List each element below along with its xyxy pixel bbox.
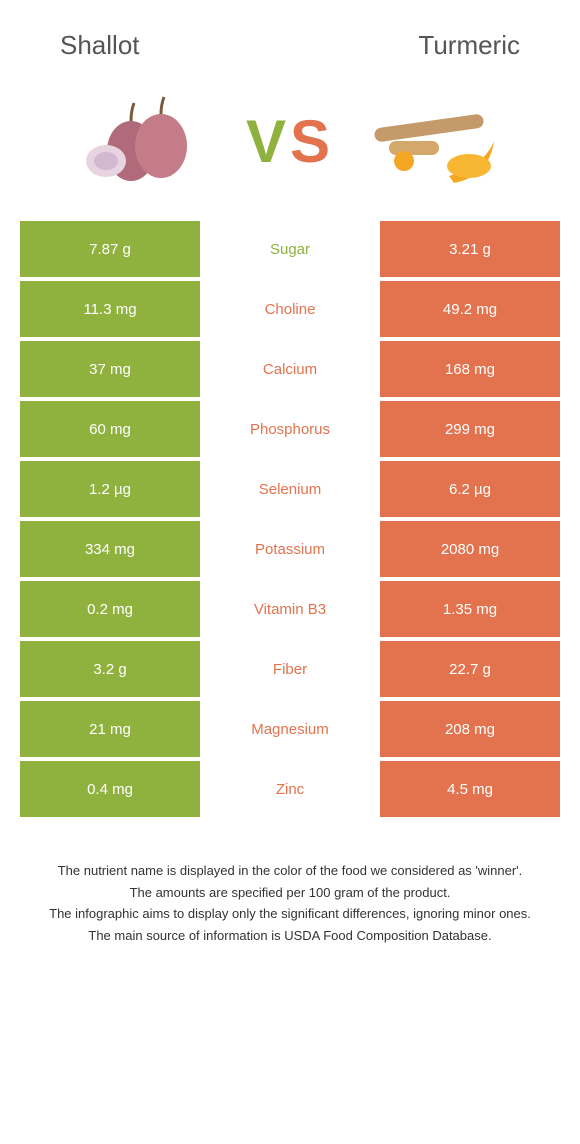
nutrient-row: 7.87 gSugar3.21 g (20, 221, 560, 277)
nutrient-row: 334 mgPotassium2080 mg (20, 521, 560, 577)
right-value: 4.5 mg (380, 761, 560, 817)
nutrient-name: Magnesium (200, 701, 380, 757)
left-value: 0.4 mg (20, 761, 200, 817)
footer-line-2: The amounts are specified per 100 gram o… (30, 883, 550, 903)
left-value: 334 mg (20, 521, 200, 577)
right-value: 22.7 g (380, 641, 560, 697)
vs-label: VS (246, 107, 334, 176)
nutrient-row: 0.2 mgVitamin B31.35 mg (20, 581, 560, 637)
vs-s: S (290, 108, 334, 175)
nutrient-row: 60 mgPhosphorus299 mg (20, 401, 560, 457)
footer-notes: The nutrient name is displayed in the co… (0, 821, 580, 967)
turmeric-image (354, 91, 504, 191)
left-value: 21 mg (20, 701, 200, 757)
right-value: 3.21 g (380, 221, 560, 277)
nutrient-row: 37 mgCalcium168 mg (20, 341, 560, 397)
vs-v: V (246, 108, 290, 175)
footer-line-4: The main source of information is USDA F… (30, 926, 550, 946)
nutrient-name: Vitamin B3 (200, 581, 380, 637)
left-food-title: Shallot (60, 30, 140, 61)
left-value: 60 mg (20, 401, 200, 457)
nutrient-row: 0.4 mgZinc4.5 mg (20, 761, 560, 817)
right-value: 6.2 µg (380, 461, 560, 517)
footer-line-3: The infographic aims to display only the… (30, 904, 550, 924)
nutrient-table: 7.87 gSugar3.21 g11.3 mgCholine49.2 mg37… (0, 221, 580, 817)
vs-row: VS (0, 81, 580, 221)
right-value: 299 mg (380, 401, 560, 457)
shallot-image (76, 91, 226, 191)
header: Shallot Turmeric (0, 0, 580, 81)
left-value: 0.2 mg (20, 581, 200, 637)
nutrient-row: 3.2 gFiber22.7 g (20, 641, 560, 697)
nutrient-name: Fiber (200, 641, 380, 697)
nutrient-name: Calcium (200, 341, 380, 397)
nutrient-row: 1.2 µgSelenium6.2 µg (20, 461, 560, 517)
nutrient-name: Choline (200, 281, 380, 337)
nutrient-name: Selenium (200, 461, 380, 517)
nutrient-name: Sugar (200, 221, 380, 277)
right-value: 168 mg (380, 341, 560, 397)
nutrient-name: Potassium (200, 521, 380, 577)
right-value: 1.35 mg (380, 581, 560, 637)
right-value: 2080 mg (380, 521, 560, 577)
nutrient-row: 21 mgMagnesium208 mg (20, 701, 560, 757)
left-value: 7.87 g (20, 221, 200, 277)
nutrient-name: Phosphorus (200, 401, 380, 457)
right-value: 208 mg (380, 701, 560, 757)
left-value: 3.2 g (20, 641, 200, 697)
nutrient-row: 11.3 mgCholine49.2 mg (20, 281, 560, 337)
footer-line-1: The nutrient name is displayed in the co… (30, 861, 550, 881)
left-value: 1.2 µg (20, 461, 200, 517)
left-value: 11.3 mg (20, 281, 200, 337)
right-value: 49.2 mg (380, 281, 560, 337)
nutrient-name: Zinc (200, 761, 380, 817)
left-value: 37 mg (20, 341, 200, 397)
right-food-title: Turmeric (418, 30, 520, 61)
